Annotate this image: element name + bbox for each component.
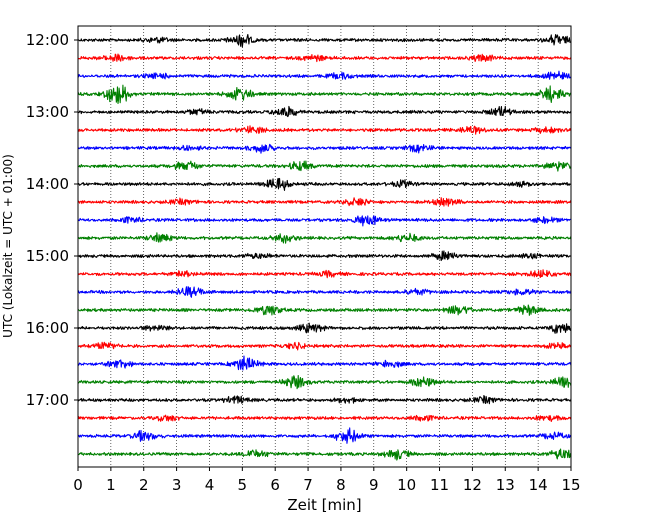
trace-line <box>77 414 572 423</box>
x-tick-label: 5 <box>238 476 248 494</box>
x-axis-label: Zeit [min] <box>287 496 361 514</box>
traces <box>77 33 572 461</box>
trace-line <box>77 286 572 298</box>
x-tick-label: 13 <box>496 476 515 494</box>
x-tick-label: 11 <box>430 476 449 494</box>
trace-line <box>77 322 572 334</box>
x-tick-label: 7 <box>303 476 313 494</box>
trace-line <box>77 125 572 135</box>
x-tick-label: 1 <box>106 476 116 494</box>
x-tick-label: 3 <box>172 476 182 494</box>
x-tick-label: 4 <box>205 476 215 494</box>
y-tick-label: 13:00 <box>26 103 69 121</box>
y-tick-label: 15:00 <box>26 247 69 265</box>
trace-line <box>77 197 572 207</box>
trace-line <box>77 53 572 63</box>
trace-line <box>77 105 572 118</box>
x-tick-label: 12 <box>463 476 482 494</box>
trace-line <box>77 177 572 191</box>
trace-line <box>77 448 572 461</box>
trace-line <box>77 215 572 227</box>
x-tick-label: 6 <box>270 476 280 494</box>
x-tick-label: 9 <box>369 476 379 494</box>
x-tick-label: 14 <box>529 476 548 494</box>
x-tick-label: 10 <box>397 476 416 494</box>
trace-line <box>77 395 572 405</box>
y-tick-label: 14:00 <box>26 175 69 193</box>
trace-line <box>77 304 572 316</box>
trace-line <box>77 70 572 80</box>
y-tick-label: 12:00 <box>26 31 69 49</box>
y-tick-label: 16:00 <box>26 319 69 337</box>
trace-line <box>77 427 572 444</box>
trace-line <box>77 250 572 262</box>
trace-line <box>77 341 572 351</box>
trace-line <box>77 143 572 154</box>
x-tick-label: 2 <box>139 476 149 494</box>
y-tick-label: 17:00 <box>26 391 69 409</box>
trace-line <box>77 375 572 390</box>
y-axis-label: UTC (Lokalzeit = UTC + 01:00) <box>1 154 15 338</box>
trace-line <box>77 160 572 172</box>
trace-line <box>77 84 572 105</box>
x-tick-label: 15 <box>561 476 580 494</box>
x-tick-label: 8 <box>336 476 346 494</box>
plot-frame <box>77 25 572 468</box>
x-tick-label: 0 <box>73 476 83 494</box>
trace-line <box>77 269 572 279</box>
y-axis: 12:00 13:00 14:00 15:00 16:00 17:00 <box>26 31 78 409</box>
x-axis: 0 1 2 3 4 5 6 7 8 9 10 11 12 13 14 15 <box>73 467 581 494</box>
trace-line <box>77 33 572 48</box>
trace-line <box>77 232 572 244</box>
trace-line <box>77 355 572 371</box>
